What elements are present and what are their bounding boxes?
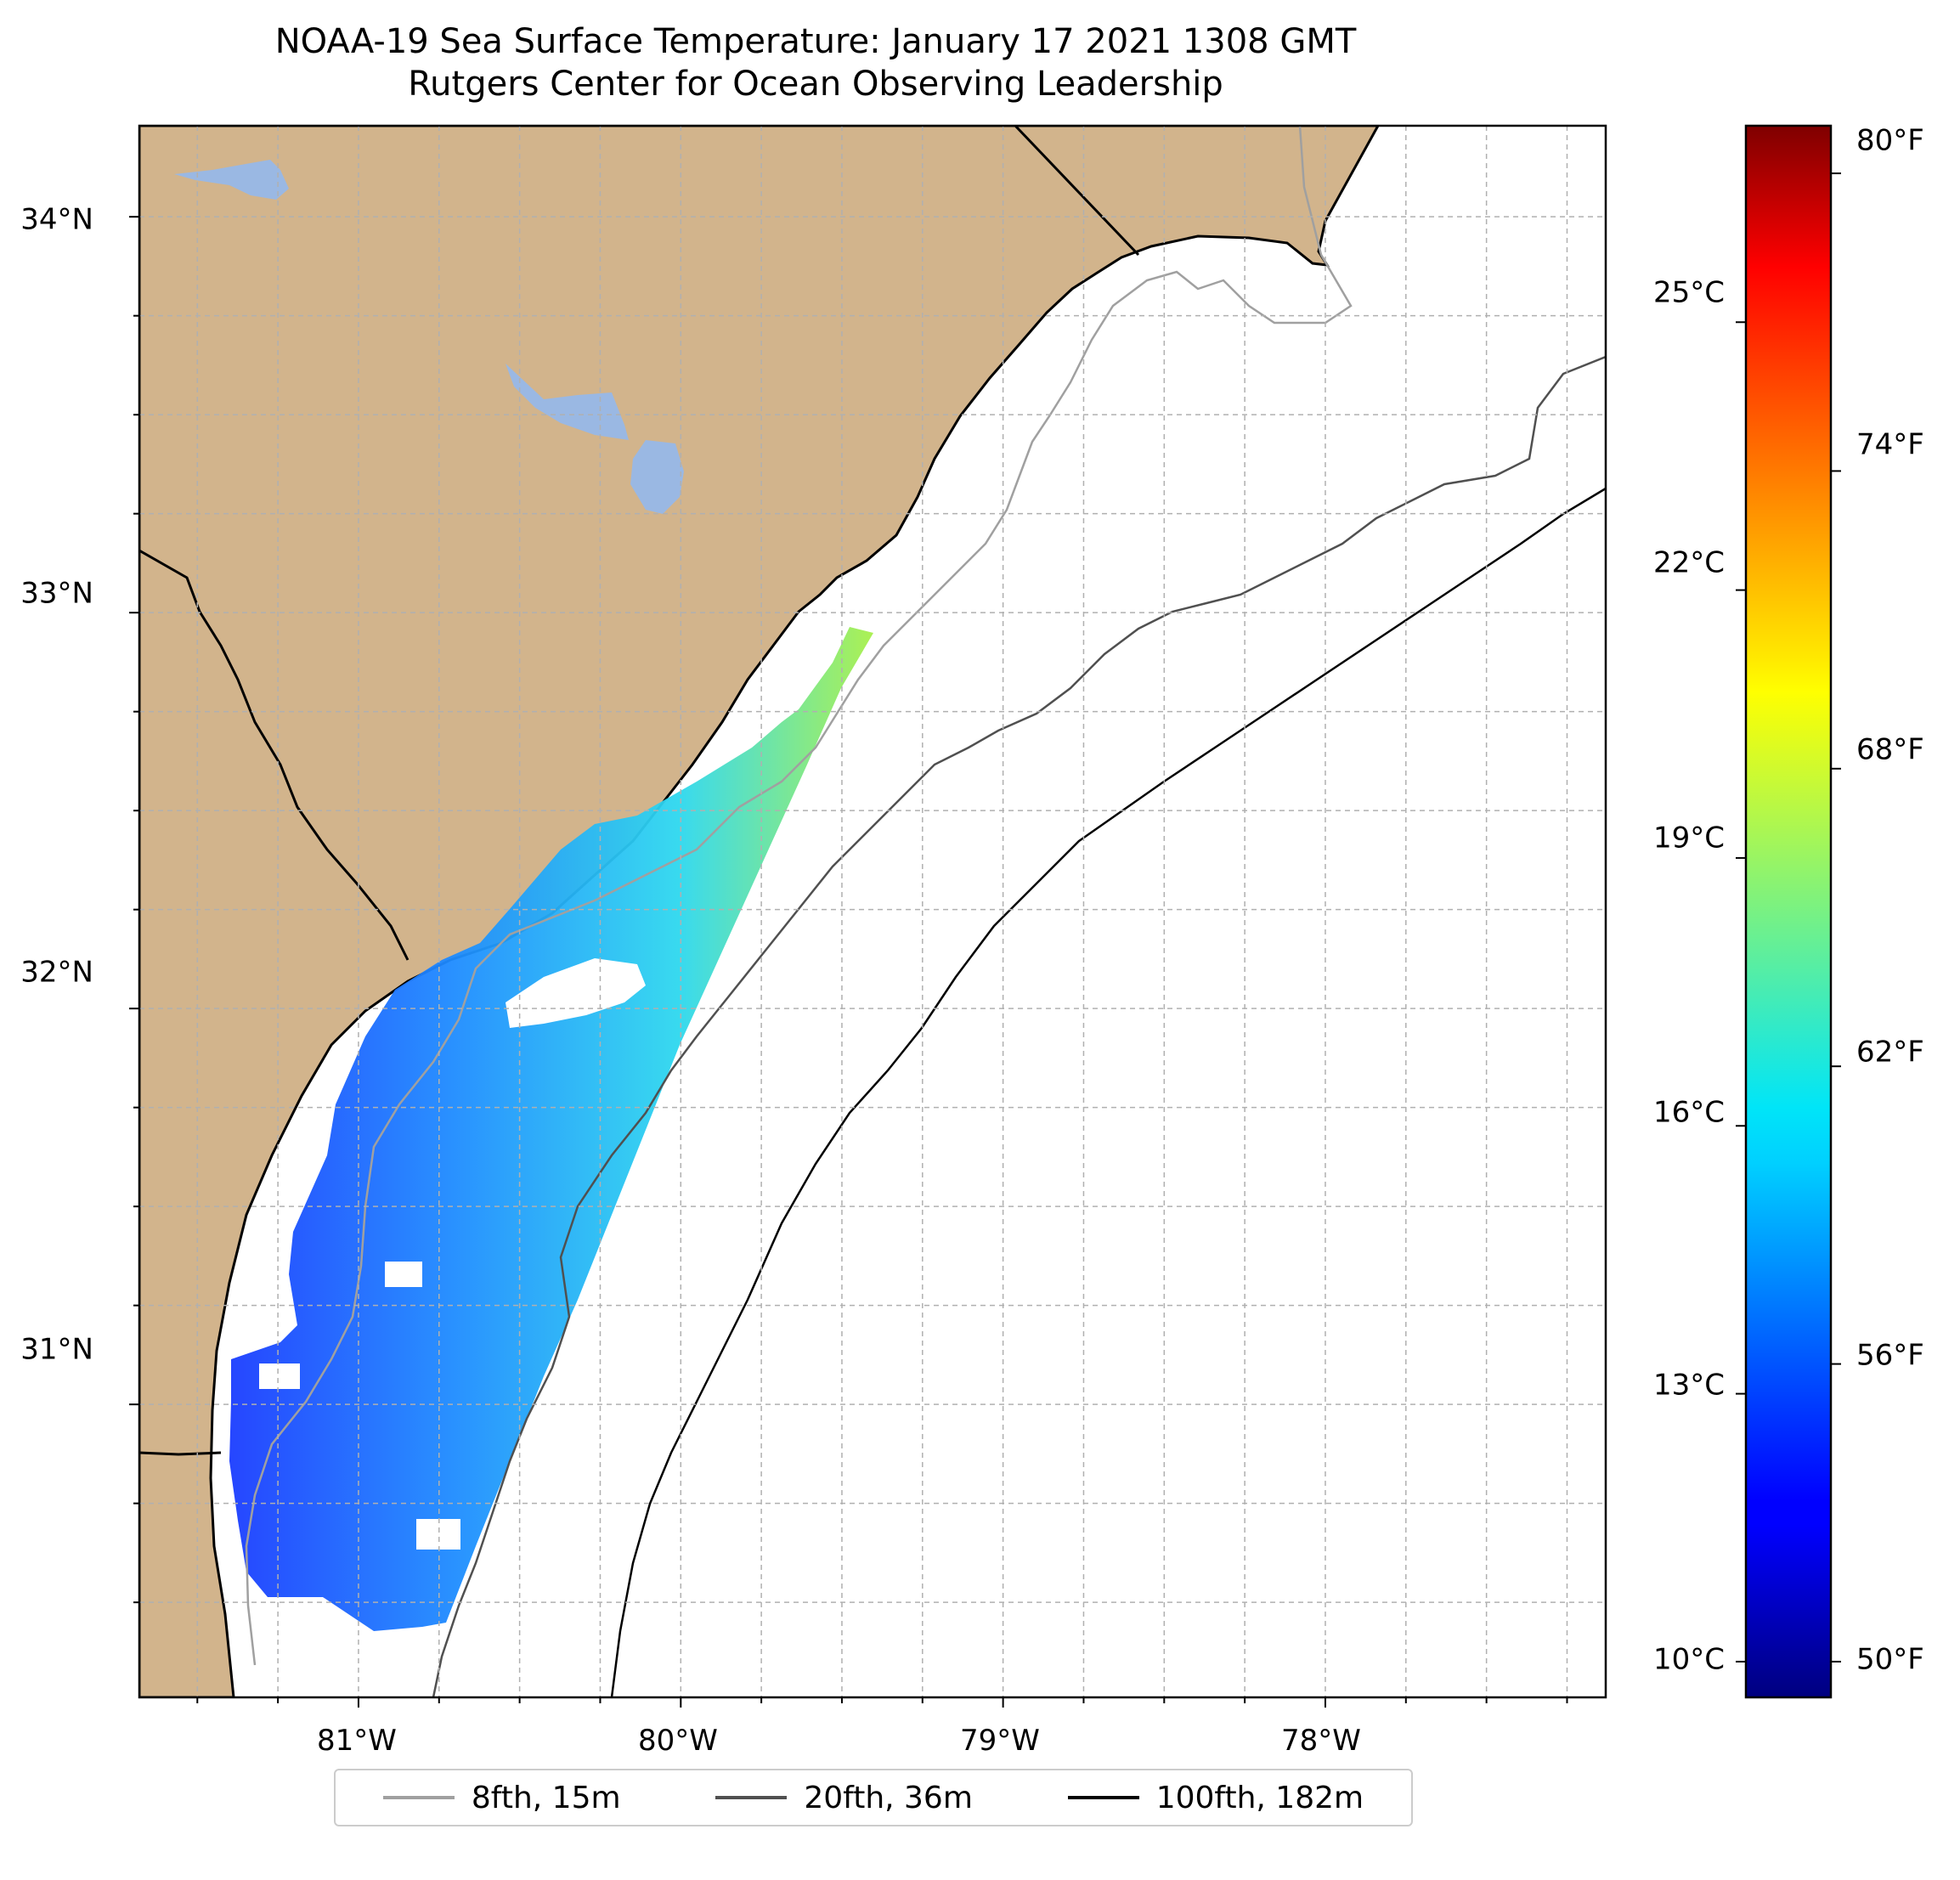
lat-label-32: 32°N (20, 956, 93, 990)
lake-marion (630, 440, 684, 514)
lon-label-78: 78°W (1281, 1724, 1361, 1758)
cbar-f-68: 68°F (1856, 733, 1924, 767)
lat-label-33: 33°N (20, 577, 93, 611)
cloud-gap (385, 1262, 422, 1287)
colorbar: 25°C 22°C 19°C 16°C 13°C 10°C 80°F 74°F … (1653, 124, 1924, 1699)
cbar-f-56: 56°F (1856, 1339, 1924, 1373)
lon-label-80: 80°W (638, 1724, 718, 1758)
isobath-36m (432, 355, 1606, 1697)
cbar-c-25: 25°C (1653, 276, 1725, 310)
cbar-f-62: 62°F (1856, 1036, 1924, 1070)
land (139, 126, 1380, 1697)
legend-item-20fth: 20fth, 36m (715, 1781, 973, 1815)
legend-line-100fth (1067, 1796, 1139, 1799)
cbar-f-50: 50°F (1856, 1643, 1924, 1677)
legend-label-100fth: 100fth, 182m (1155, 1780, 1364, 1815)
colorbar-ticks (1736, 172, 1841, 1663)
gridlines (139, 126, 1606, 1697)
legend-item-100fth: 100fth, 182m (1067, 1780, 1364, 1815)
legend-label-20fth: 20fth, 36m (804, 1780, 973, 1815)
isobath-15m (245, 126, 1353, 1666)
legend-item-8fth: 8fth, 15m (382, 1780, 621, 1815)
lon-label-81: 81°W (317, 1724, 397, 1758)
cloud-gap (506, 958, 646, 1028)
lake-moultrie (506, 364, 629, 440)
colorbar-gradient (1744, 124, 1833, 1699)
title-line-1: NOAA-19 Sea Surface Temperature: January… (274, 22, 1357, 61)
state-border-nc-sc (1014, 126, 1140, 257)
cbar-c-22: 22°C (1653, 546, 1725, 580)
cloud-gap (259, 1363, 300, 1389)
map-frame (138, 124, 1607, 1699)
lat-label-31: 31°N (20, 1333, 93, 1367)
lon-label-79: 79°W (960, 1724, 1040, 1758)
isobath-legend: 8fth, 15m 20fth, 36m 100fth, 182m (334, 1769, 1413, 1826)
isobath-182m (610, 487, 1606, 1697)
cbar-c-13: 13°C (1653, 1369, 1725, 1403)
map-axes: 34°N 33°N 32°N 31°N 81°W 80°W 79°W 78°W (20, 203, 1568, 1758)
lat-label-34: 34°N (20, 203, 93, 237)
cbar-c-19: 19°C (1653, 821, 1725, 855)
cbar-c-16: 16°C (1653, 1096, 1725, 1130)
cloud-gap (416, 1519, 460, 1550)
lake-north (174, 160, 289, 200)
figure-title: NOAA-19 Sea Surface Temperature: January… (136, 20, 1495, 105)
cbar-c-10: 10°C (1653, 1643, 1725, 1677)
sst-swath (229, 627, 873, 1631)
cbar-f-74: 74°F (1856, 428, 1924, 462)
legend-line-20fth (715, 1796, 788, 1799)
map-area (139, 126, 1606, 1697)
legend-line-8fth (382, 1796, 455, 1799)
state-border-ga-fl (139, 1451, 222, 1456)
cbar-f-80: 80°F (1856, 124, 1924, 158)
legend-label-8fth: 8fth, 15m (471, 1780, 621, 1815)
title-line-2: Rutgers Center for Ocean Observing Leade… (408, 65, 1223, 104)
